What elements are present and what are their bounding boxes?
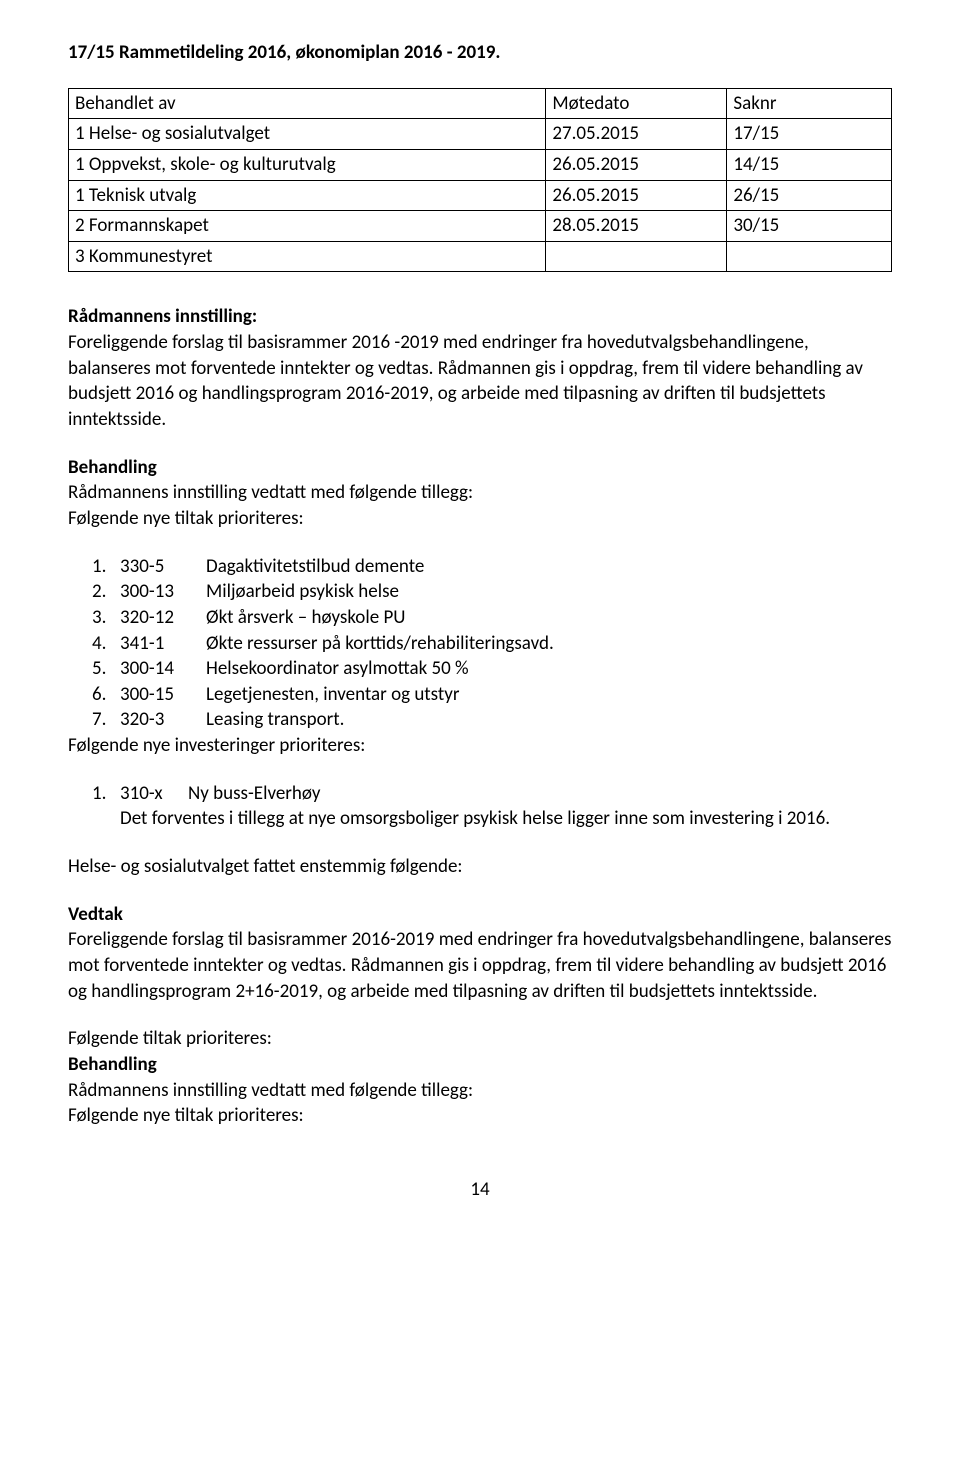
vedtak-heading: Vedtak	[68, 902, 892, 928]
helse-line: Helse- og sosialutvalget fattet enstemmi…	[68, 854, 892, 880]
table-cell: 30/15	[727, 211, 892, 242]
invest-title: Ny buss-Elverhøy	[188, 781, 320, 807]
table-cell: 27.05.2015	[546, 119, 727, 150]
invest-code: 310-x	[120, 781, 182, 807]
trailing-line1: Følgende tiltak prioriteres:	[68, 1026, 892, 1052]
table-row: 1 Helse- og sosialutvalget 27.05.2015 17…	[69, 119, 892, 150]
invest-heading: Følgende nye investeringer prioriteres:	[68, 733, 892, 759]
table-cell: 1 Helse- og sosialutvalget	[69, 119, 546, 150]
vedtak-section: Vedtak Foreliggende forslag til basisram…	[68, 902, 892, 1005]
trailing-behandling-heading: Behandling	[68, 1052, 892, 1078]
table-cell	[727, 241, 892, 272]
radmannens-section: Rådmannens innstilling: Foreliggende for…	[68, 304, 892, 432]
list-desc: Økt årsverk – høyskole PU	[206, 605, 892, 631]
list-code: 341-1	[120, 631, 200, 657]
list-num: 7.	[92, 707, 114, 733]
list-item: 2. 300-13 Miljøarbeid psykisk helse	[92, 579, 892, 605]
table-cell: 1 Oppvekst, skole- og kulturutvalg	[69, 149, 546, 180]
list-code: 300-15	[120, 682, 200, 708]
table-row: 1 Teknisk utvalg 26.05.2015 26/15	[69, 180, 892, 211]
list-item: 7. 320-3 Leasing transport.	[92, 707, 892, 733]
col-header-saknr: Saknr	[727, 88, 892, 119]
list-item: 1. 330-5 Dagaktivitetstilbud demente	[92, 554, 892, 580]
table-cell: 14/15	[727, 149, 892, 180]
table-cell: 28.05.2015	[546, 211, 727, 242]
table-cell: 26.05.2015	[546, 149, 727, 180]
invest-item: 1. 310-x Ny buss-Elverhøy Det forventes …	[92, 781, 892, 832]
list-code: 300-13	[120, 579, 200, 605]
list-desc: Helsekoordinator asylmottak 50 %	[206, 656, 892, 682]
list-num: 1.	[92, 554, 114, 580]
table-cell: 26/15	[727, 180, 892, 211]
table-cell: 1 Teknisk utvalg	[69, 180, 546, 211]
table-row: 2 Formannskapet 28.05.2015 30/15	[69, 211, 892, 242]
table-row: 3 Kommunestyret	[69, 241, 892, 272]
behandling-line2: Følgende nye tiltak prioriteres:	[68, 506, 892, 532]
list-num: 4.	[92, 631, 114, 657]
list-desc: Økte ressurser på korttids/rehabiliterin…	[206, 631, 892, 657]
list-num: 2.	[92, 579, 114, 605]
vedtak-body: Foreliggende forslag til basisrammer 201…	[68, 927, 892, 1004]
radmannens-body: Foreliggende forslag til basisrammer 201…	[68, 330, 892, 433]
page-number: 14	[68, 1177, 892, 1203]
trailing-line3: Følgende nye tiltak prioriteres:	[68, 1103, 892, 1129]
list-item: 3. 320-12 Økt årsverk – høyskole PU	[92, 605, 892, 631]
table-header-row: Behandlet av Møtedato Saknr	[69, 88, 892, 119]
list-code: 330-5	[120, 554, 200, 580]
list-desc: Miljøarbeid psykisk helse	[206, 579, 892, 605]
meeting-table: Behandlet av Møtedato Saknr 1 Helse- og …	[68, 88, 892, 273]
table-cell	[546, 241, 727, 272]
invest-body: Det forventes i tillegg at nye omsorgsbo…	[120, 806, 892, 832]
table-cell: 2 Formannskapet	[69, 211, 546, 242]
behandling-heading: Behandling	[68, 455, 892, 481]
table-row: 1 Oppvekst, skole- og kulturutvalg 26.05…	[69, 149, 892, 180]
invest-num: 1.	[92, 781, 114, 807]
tiltak-list: 1. 330-5 Dagaktivitetstilbud demente 2. …	[92, 554, 892, 733]
document-title: 17/15 Rammetildeling 2016, økonomiplan 2…	[68, 40, 892, 66]
trailing-line2: Rådmannens innstilling vedtatt med følge…	[68, 1078, 892, 1104]
col-header-behandlet: Behandlet av	[69, 88, 546, 119]
list-code: 300-14	[120, 656, 200, 682]
table-cell: 26.05.2015	[546, 180, 727, 211]
table-cell: 17/15	[727, 119, 892, 150]
list-code: 320-3	[120, 707, 200, 733]
table-cell: 3 Kommunestyret	[69, 241, 546, 272]
behandling-section: Behandling Rådmannens innstilling vedtat…	[68, 455, 892, 532]
list-item: 6. 300-15 Legetjenesten, inventar og uts…	[92, 682, 892, 708]
list-num: 3.	[92, 605, 114, 631]
trailing-section: Følgende tiltak prioriteres: Behandling …	[68, 1026, 892, 1129]
list-item: 4. 341-1 Økte ressurser på korttids/reha…	[92, 631, 892, 657]
list-num: 5.	[92, 656, 114, 682]
col-header-motedato: Møtedato	[546, 88, 727, 119]
list-desc: Leasing transport.	[206, 707, 892, 733]
list-item: 5. 300-14 Helsekoordinator asylmottak 50…	[92, 656, 892, 682]
list-desc: Legetjenesten, inventar og utstyr	[206, 682, 892, 708]
list-desc: Dagaktivitetstilbud demente	[206, 554, 892, 580]
list-code: 320-12	[120, 605, 200, 631]
behandling-line1: Rådmannens innstilling vedtatt med følge…	[68, 480, 892, 506]
radmannens-heading: Rådmannens innstilling:	[68, 304, 892, 330]
list-num: 6.	[92, 682, 114, 708]
